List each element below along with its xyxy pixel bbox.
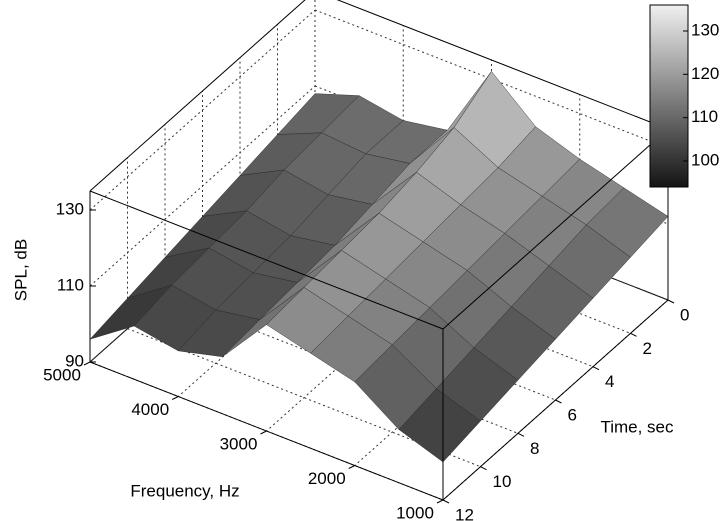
colorbar-tick-label: 110: [691, 107, 718, 126]
x-tick-label: 4000: [131, 400, 169, 419]
y-axis-label: Time, sec: [600, 417, 674, 436]
y-tick-label: 2: [643, 339, 652, 358]
x-tick-label: 2000: [308, 469, 346, 488]
grid-line: [314, 9, 669, 149]
y-tick-label: 4: [605, 372, 614, 391]
tick-mark: [555, 399, 562, 404]
z-tick-label: 90: [65, 351, 84, 370]
tick-mark: [667, 299, 675, 304]
colorbar: [649, 4, 689, 188]
tick-mark: [172, 396, 179, 400]
tick-mark: [592, 366, 600, 371]
colorbar-tick-label: 130: [691, 20, 719, 39]
tick-mark: [260, 430, 267, 435]
box-edge: [89, 190, 444, 330]
z-tick-label: 110: [57, 275, 84, 294]
box-edge: [89, 0, 306, 192]
x-tick-label: 3000: [220, 434, 258, 453]
tick-mark: [630, 332, 637, 337]
colorbar-tick-label: 100: [691, 150, 719, 169]
tick-mark: [83, 361, 91, 366]
box-edge: [442, 128, 669, 330]
tick-mark: [442, 499, 450, 504]
surface-patch: [398, 388, 481, 463]
y-tick-label: 10: [493, 472, 512, 491]
tick-mark: [348, 465, 355, 469]
x-tick-label: 1000: [396, 503, 434, 521]
y-tick-label: 12: [455, 505, 474, 521]
tick-mark: [480, 466, 487, 471]
colorbar-tick-label: 120: [691, 64, 719, 83]
y-tick-label: 6: [568, 405, 577, 424]
y-tick-label: 8: [530, 439, 539, 458]
x-tick-label: 5000: [43, 365, 81, 384]
z-tick-label: 130: [56, 199, 84, 218]
tick-mark: [517, 432, 525, 437]
box-edge: [336, 0, 669, 130]
tick-mark: [436, 499, 444, 504]
z-axis-label: SPL, dB: [11, 239, 30, 301]
grid-line: [89, 9, 316, 211]
y-tick-label: 0: [680, 305, 689, 324]
x-axis-label: Frequency, Hz: [130, 481, 239, 500]
grid-line: [89, 85, 316, 287]
